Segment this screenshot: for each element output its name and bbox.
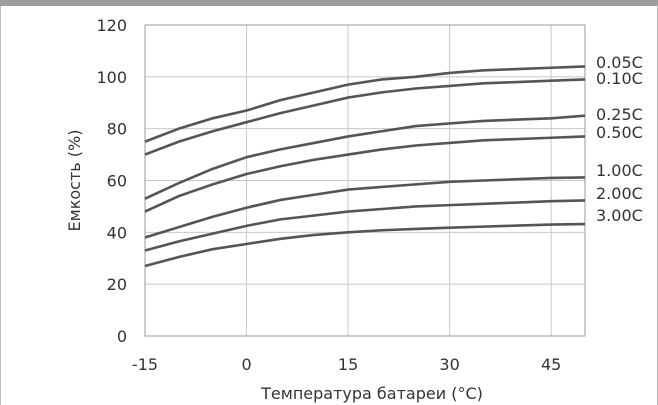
x-axis-ticks: -15 0 15 30 45	[132, 355, 561, 374]
y-tick-label: 100	[96, 68, 127, 87]
series-line-0.10C	[144, 78, 586, 156]
series-line-0.05C	[144, 65, 586, 143]
series-line-2.00C	[144, 199, 586, 252]
series-label: 0.25C	[596, 105, 643, 124]
top-band	[0, 0, 658, 6]
series-line-1.00C	[144, 176, 586, 239]
x-tick-label: -15	[132, 355, 158, 374]
x-tick-label: 0	[241, 355, 251, 374]
series-label: 0.50C	[596, 123, 643, 142]
series-label: 0.05C	[596, 53, 643, 72]
x-axis-title: Температура батареи (°C)	[260, 384, 483, 403]
y-tick-label: 60	[107, 172, 127, 191]
series-line-0.50C	[144, 135, 586, 213]
y-tick-label: 0	[117, 327, 127, 346]
x-tick-label: 15	[338, 355, 358, 374]
x-tick-label: 30	[439, 355, 459, 374]
series-label: 1.00C	[596, 161, 643, 180]
x-tick-label: 45	[541, 355, 561, 374]
series-line-3.00C	[144, 222, 586, 268]
plot-area-border	[144, 24, 586, 337]
series-line-0.25C	[144, 114, 586, 200]
series-lines	[144, 65, 586, 268]
frame-left-border	[0, 6, 1, 405]
y-axis-title: Емкость (%)	[65, 130, 84, 232]
series-label: 0.10C	[596, 69, 643, 88]
y-axis-ticks: 0 20 40 60 80 100 120	[96, 16, 127, 346]
y-tick-label: 40	[107, 223, 127, 242]
series-label: 3.00C	[596, 206, 643, 225]
grid	[144, 24, 585, 337]
y-tick-label: 20	[107, 275, 127, 294]
y-tick-label: 80	[107, 120, 127, 139]
y-tick-label: 120	[96, 16, 127, 35]
series-label: 2.00C	[596, 184, 643, 203]
